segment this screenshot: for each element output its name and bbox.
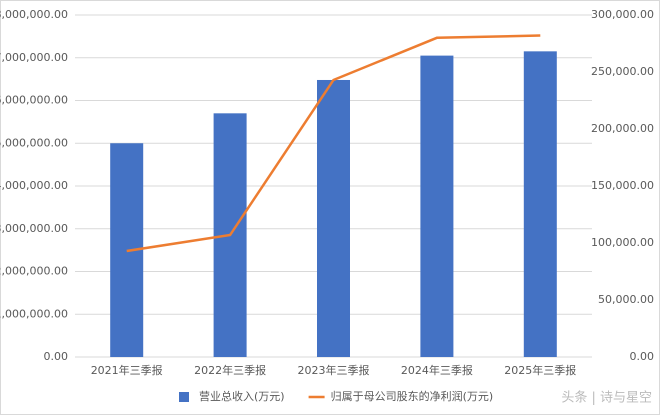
y2-tick-label: 0.00 (630, 350, 655, 363)
y2-tick-label: 150,000.00 (591, 179, 654, 192)
x-tick-label: 2022年三季报 (194, 363, 266, 377)
y-tick-label: 1,000,000.00 (0, 307, 68, 320)
y-tick-label: 5,000,000.00 (0, 136, 68, 149)
x-tick-label: 2025年三季报 (504, 363, 576, 377)
legend-label: 营业总收入(万元) (199, 389, 285, 403)
y-tick-label: 8,000,000.00 (0, 8, 68, 21)
y2-tick-label: 100,000.00 (591, 236, 654, 249)
y2-tick-label: 200,000.00 (591, 122, 654, 135)
y2-tick-label: 300,000.00 (591, 8, 654, 21)
y-tick-label: 0.00 (44, 350, 69, 363)
y-tick-label: 2,000,000.00 (0, 265, 68, 278)
y-tick-label: 7,000,000.00 (0, 51, 68, 64)
bar (420, 55, 454, 358)
legend-label: 归属于母公司股东的净利润(万元) (331, 389, 494, 403)
bar (317, 79, 350, 357)
x-tick-label: 2021年三季报 (91, 363, 163, 377)
x-tick-label: 2023年三季报 (298, 363, 370, 377)
y2-tick-label: 250,000.00 (591, 65, 654, 78)
y-tick-label: 6,000,000.00 (0, 94, 68, 107)
line (126, 34, 541, 253)
watermark: 头条 | 诗与星空 (561, 390, 652, 406)
y-tick-label: 4,000,000.00 (0, 179, 68, 192)
legend-swatch (179, 392, 189, 402)
y-tick-label: 3,000,000.00 (0, 222, 68, 235)
x-tick-label: 2024年三季报 (401, 363, 473, 377)
bar (523, 51, 557, 358)
y2-tick-label: 50,000.00 (598, 293, 654, 306)
